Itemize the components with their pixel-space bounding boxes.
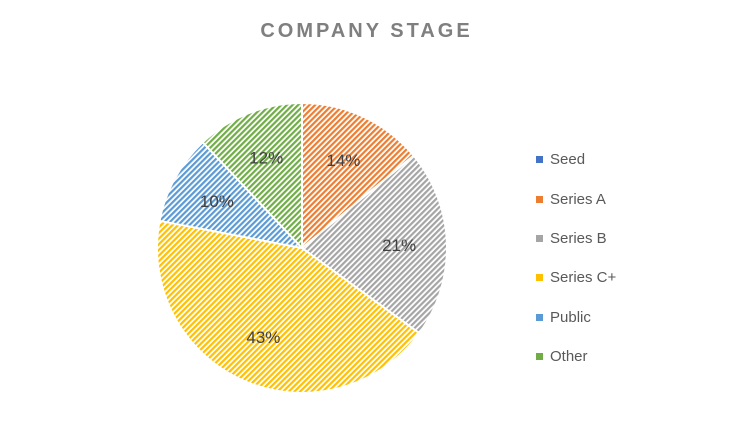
legend-swatch: [536, 274, 543, 282]
legend-item-series-a: Series A: [536, 179, 616, 218]
legend-swatch: [536, 195, 543, 203]
legend-item-series-c: Series C+: [536, 258, 616, 297]
legend-label: Seed: [550, 151, 586, 169]
legend-swatch: [536, 313, 543, 321]
chart-title: COMPANY STAGE: [260, 20, 473, 42]
legend-label: Public: [550, 308, 591, 326]
slice-other: [201, 102, 303, 249]
data-label-series-a: 14%: [326, 151, 360, 170]
legend-swatch: [536, 156, 543, 164]
slice-series-b: [301, 154, 448, 335]
slice-series-c: [156, 219, 421, 395]
legend-swatch: [536, 234, 543, 242]
data-label-public: 10%: [200, 192, 234, 211]
slice-public: [158, 141, 303, 249]
pie-slices: [156, 102, 448, 395]
legend-label: Series B: [550, 229, 607, 247]
legend-label: Other: [550, 348, 588, 366]
slice-series-a: [301, 102, 415, 249]
legend-label: Series A: [550, 190, 606, 208]
legend-item-series-b: Series B: [536, 219, 616, 258]
legend-swatch: [536, 353, 543, 361]
data-label-other: 12%: [249, 149, 283, 168]
legend-item-public: Public: [536, 298, 616, 337]
pie-data-labels: 14% 21% 43% 10% 12%: [200, 149, 416, 348]
legend-label: Series C+: [550, 269, 617, 287]
chart-legend: Seed Series A Series B Series C+ Public Other: [536, 140, 616, 376]
data-label-series-c: 43%: [246, 328, 280, 347]
legend-item-other: Other: [536, 337, 616, 376]
data-label-series-b: 21%: [382, 236, 416, 255]
legend-item-seed: Seed: [536, 140, 616, 179]
